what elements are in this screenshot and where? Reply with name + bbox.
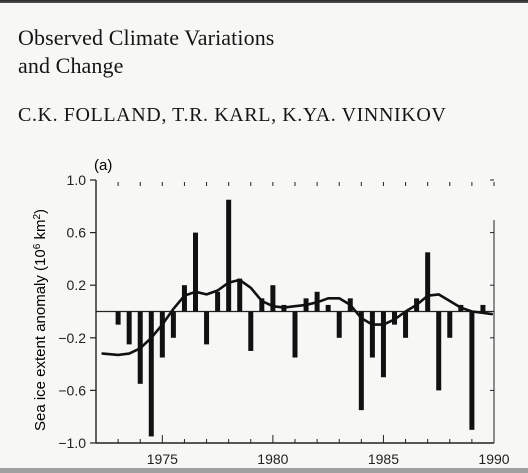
anomaly-bar: [270, 285, 276, 312]
x-tick-label: 1980: [257, 451, 288, 467]
anomaly-bar: [170, 311, 176, 338]
anomaly-bar: [436, 311, 442, 391]
y-tick-label: −0.2: [58, 330, 86, 346]
y-axis-label: Sea ice extent anomaly (106 km2): [32, 209, 49, 431]
panel-label: (a): [94, 157, 112, 174]
anomaly-bar: [358, 311, 364, 411]
y-tick-label: 0.6: [67, 225, 87, 241]
anomaly-bar: [226, 199, 232, 312]
x-tick-label: 1985: [368, 451, 399, 467]
document-title-line-2: and Change: [18, 53, 124, 78]
y-tick-label: −1.0: [58, 435, 86, 451]
sea-ice-figure: (a) Sea ice extent anomaly (106 km2) 1.0…: [0, 150, 528, 473]
y-tick-label: −0.6: [58, 382, 86, 398]
anomaly-bar: [259, 298, 265, 312]
y-tick-label: 0.2: [67, 277, 87, 293]
anomaly-bar: [115, 311, 121, 325]
anomaly-bar: [369, 311, 375, 358]
anomaly-bar: [159, 311, 165, 358]
anomaly-bar: [181, 285, 187, 312]
anomaly-bar: [126, 311, 132, 345]
sea-ice-chart: (a) Sea ice extent anomaly (106 km2) 1.0…: [32, 157, 510, 467]
document-title: Observed Climate Variations and Change: [18, 24, 438, 80]
y-axis-label-square: 2: [32, 214, 43, 220]
anomaly-bar: [215, 291, 221, 312]
y-axis-label-close: ): [32, 209, 49, 214]
anomaly-bar: [204, 311, 210, 345]
anomaly-bar: [425, 252, 431, 312]
document-authors: C.K. FOLLAND, T.R. KARL, K.YA. VINNIKOV: [18, 104, 447, 126]
anomaly-bar: [248, 311, 254, 351]
y-axis-label-text: Sea ice extent anomaly (10: [32, 249, 49, 431]
anomaly-bar: [480, 304, 486, 312]
anomaly-bar: [148, 311, 154, 437]
anomaly-bar: [469, 311, 475, 430]
anomaly-bar: [380, 311, 386, 378]
anomaly-bar: [292, 311, 298, 358]
y-axis-label-unit: km: [32, 220, 49, 244]
anomaly-bar: [237, 278, 243, 312]
anomaly-bar: [403, 311, 409, 338]
document-title-line-1: Observed Climate Variations: [18, 25, 275, 50]
page-top-rule: [0, 0, 528, 3]
x-tick-label: 1975: [147, 451, 178, 467]
y-axis-label-exponent: 6: [32, 243, 43, 249]
page-bottom-bar: [0, 468, 528, 473]
anomaly-bar: [447, 311, 453, 338]
anomaly-bar: [325, 304, 331, 312]
y-tick-label: 1.0: [67, 172, 87, 188]
x-tick-label: 1990: [478, 451, 509, 467]
smoothed-anomaly-line: [101, 278, 494, 357]
anomaly-bar: [193, 232, 198, 312]
anomaly-bar: [336, 311, 342, 338]
